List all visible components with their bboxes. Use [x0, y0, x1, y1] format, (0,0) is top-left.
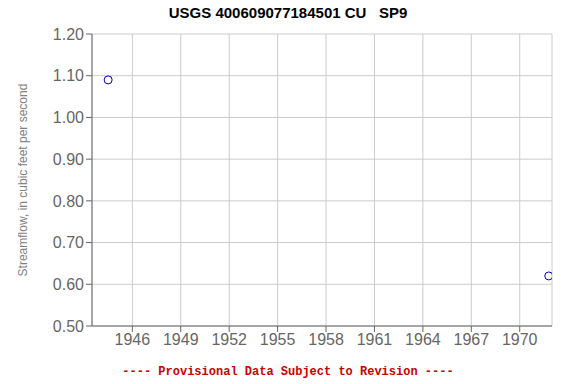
svg-text:1952: 1952 [211, 331, 247, 348]
html-text:USGS 400609077184501 CU SP9: USGS 400609077184501 CU SP9 [168, 4, 408, 21]
svg-text:1.00: 1.00 [53, 109, 84, 126]
svg-text:1958: 1958 [308, 331, 344, 348]
svg-text:1964: 1964 [405, 331, 441, 348]
svg-text:0.60: 0.60 [53, 276, 84, 293]
svg-text:0.70: 0.70 [53, 234, 84, 251]
svg-text:Streamflow, in cubic feet per: Streamflow, in cubic feet per second [16, 84, 30, 277]
svg-text:1955: 1955 [260, 331, 296, 348]
svg-text:1961: 1961 [357, 331, 393, 348]
svg-text:1970: 1970 [502, 331, 538, 348]
svg-text:0.90: 0.90 [53, 151, 84, 168]
html-text:---- Provisional Data Subject: ---- Provisional Data Subject to Revisio… [122, 365, 454, 379]
svg-text:1967: 1967 [454, 331, 490, 348]
svg-text:0.50: 0.50 [53, 318, 84, 335]
svg-text:1.10: 1.10 [53, 67, 84, 84]
svg-text:0.80: 0.80 [53, 193, 84, 210]
svg-text:1946: 1946 [115, 331, 151, 348]
svg-text:1949: 1949 [163, 331, 199, 348]
svg-text:1.20: 1.20 [53, 26, 84, 43]
